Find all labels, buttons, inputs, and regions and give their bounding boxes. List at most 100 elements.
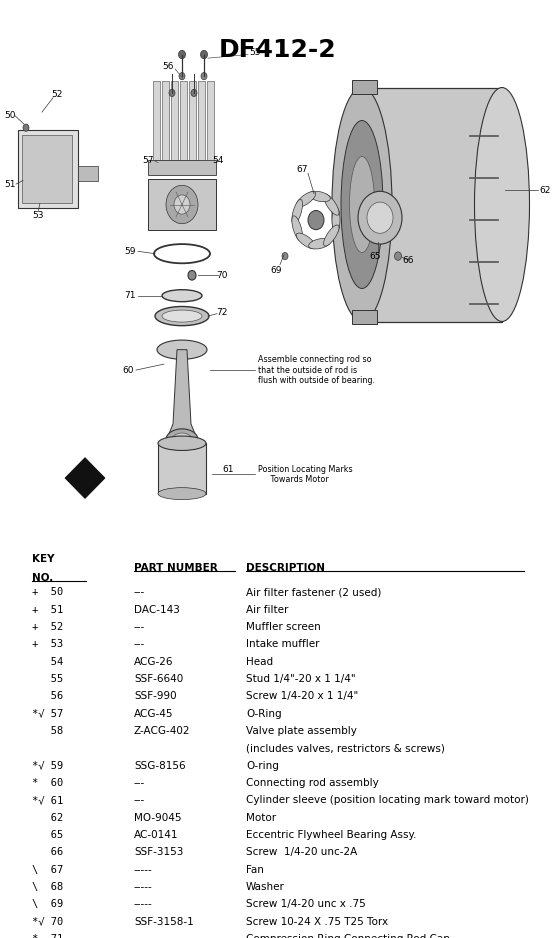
Text: +  50: + 50 — [32, 587, 64, 598]
Text: Motor: Motor — [246, 812, 276, 823]
Circle shape — [201, 51, 207, 59]
Text: ---: --- — [134, 934, 145, 938]
Ellipse shape — [332, 87, 392, 322]
Text: Air filter fastener (2 used): Air filter fastener (2 used) — [246, 587, 381, 598]
Text: Cylinder sleeve (position locating mark toward motor): Cylinder sleeve (position locating mark … — [246, 795, 529, 806]
Text: NO.: NO. — [32, 573, 54, 582]
Ellipse shape — [172, 433, 192, 446]
Text: Washer: Washer — [246, 882, 285, 892]
Text: MO-9045: MO-9045 — [134, 812, 181, 823]
Text: 55: 55 — [32, 674, 64, 684]
Ellipse shape — [158, 488, 206, 500]
Bar — [352, 80, 377, 94]
Text: 54: 54 — [212, 156, 224, 164]
Ellipse shape — [155, 307, 209, 325]
Text: Screw 1/4-20 x 1 1/4": Screw 1/4-20 x 1 1/4" — [246, 691, 358, 702]
Circle shape — [179, 72, 185, 80]
Text: 59: 59 — [124, 247, 136, 256]
Circle shape — [23, 124, 29, 131]
Text: 56: 56 — [162, 62, 173, 71]
Text: KEY: KEY — [32, 553, 55, 564]
Text: ACG-26: ACG-26 — [134, 657, 173, 667]
Text: 54: 54 — [32, 657, 64, 667]
Ellipse shape — [162, 290, 202, 302]
Circle shape — [367, 202, 393, 234]
Text: PART NUMBER: PART NUMBER — [134, 564, 217, 573]
Text: \  69: \ 69 — [32, 900, 64, 910]
Bar — [153, 81, 160, 162]
Text: SSF-3158-1: SSF-3158-1 — [134, 916, 193, 927]
Text: Screw  1/4-20 unc-2A: Screw 1/4-20 unc-2A — [246, 847, 357, 857]
Text: 55: 55 — [249, 48, 261, 56]
Bar — [162, 81, 169, 162]
Circle shape — [174, 195, 190, 214]
Text: Screw 1/4-20 unc x .75: Screw 1/4-20 unc x .75 — [246, 900, 366, 910]
Text: 72: 72 — [216, 308, 228, 317]
Ellipse shape — [324, 225, 339, 246]
Ellipse shape — [332, 207, 340, 234]
Text: 66: 66 — [402, 256, 414, 265]
Text: Assemble connecting rod so
that the outside of rod is
flush with outside of bear: Assemble connecting rod so that the outs… — [258, 356, 375, 385]
Text: 58: 58 — [32, 726, 64, 736]
Text: 65: 65 — [32, 830, 64, 840]
Bar — [352, 310, 377, 325]
Text: 66: 66 — [32, 847, 64, 857]
Circle shape — [282, 252, 288, 260]
Text: +  52: + 52 — [32, 622, 64, 632]
Polygon shape — [168, 350, 196, 436]
Text: 69: 69 — [270, 266, 282, 275]
Text: *  60: * 60 — [32, 778, 64, 788]
Circle shape — [358, 191, 402, 244]
Text: 67: 67 — [296, 165, 308, 174]
Text: SSF-3153: SSF-3153 — [134, 847, 183, 857]
Text: Connecting rod assembly: Connecting rod assembly — [246, 778, 379, 788]
Text: Muffler screen: Muffler screen — [246, 622, 321, 632]
Text: O-ring: O-ring — [246, 761, 279, 771]
Bar — [22, 135, 72, 204]
Circle shape — [169, 89, 175, 97]
Text: 65: 65 — [369, 251, 381, 261]
Circle shape — [191, 89, 197, 97]
Text: Stud 1/4"-20 x 1 1/4": Stud 1/4"-20 x 1 1/4" — [246, 674, 356, 684]
Text: SSF-990: SSF-990 — [134, 691, 176, 702]
Text: ---: --- — [134, 778, 145, 788]
Text: *√ 59: *√ 59 — [32, 761, 64, 771]
Bar — [158, 444, 206, 493]
Text: +  51: + 51 — [32, 605, 64, 614]
Text: Screw 10-24 X .75 T25 Torx: Screw 10-24 X .75 T25 Torx — [246, 916, 388, 927]
Circle shape — [166, 186, 198, 223]
Ellipse shape — [309, 191, 330, 202]
Bar — [180, 81, 187, 162]
Text: Fan: Fan — [246, 865, 264, 875]
Text: 53: 53 — [32, 211, 44, 219]
Ellipse shape — [292, 216, 302, 241]
Circle shape — [308, 210, 324, 230]
Ellipse shape — [296, 233, 316, 249]
Circle shape — [178, 51, 186, 59]
Bar — [207, 81, 214, 162]
Circle shape — [395, 252, 401, 260]
Ellipse shape — [158, 436, 206, 450]
Circle shape — [188, 270, 196, 280]
Ellipse shape — [166, 429, 198, 450]
Text: *√ 61: *√ 61 — [32, 795, 64, 806]
Text: Valve plate assembly: Valve plate assembly — [246, 726, 357, 736]
Text: 71: 71 — [124, 291, 136, 300]
Text: \  67: \ 67 — [32, 865, 64, 875]
Text: 51: 51 — [4, 179, 16, 189]
Text: Eccentric Flywheel Bearing Assy.: Eccentric Flywheel Bearing Assy. — [246, 830, 416, 840]
Text: 52: 52 — [51, 90, 63, 98]
Text: DAC-143: DAC-143 — [134, 605, 180, 614]
Text: Position Locating Marks
     Towards Motor: Position Locating Marks Towards Motor — [258, 464, 353, 484]
Ellipse shape — [162, 310, 202, 322]
Text: O-Ring: O-Ring — [246, 709, 281, 719]
Text: 62: 62 — [32, 812, 64, 823]
Ellipse shape — [292, 200, 302, 224]
Text: +  53: + 53 — [32, 640, 64, 649]
Bar — [198, 81, 205, 162]
Text: ---: --- — [134, 622, 145, 632]
Ellipse shape — [309, 238, 330, 249]
Text: *  71: * 71 — [32, 934, 64, 938]
Text: ACG-45: ACG-45 — [134, 709, 173, 719]
Text: Intake muffler: Intake muffler — [246, 640, 320, 649]
